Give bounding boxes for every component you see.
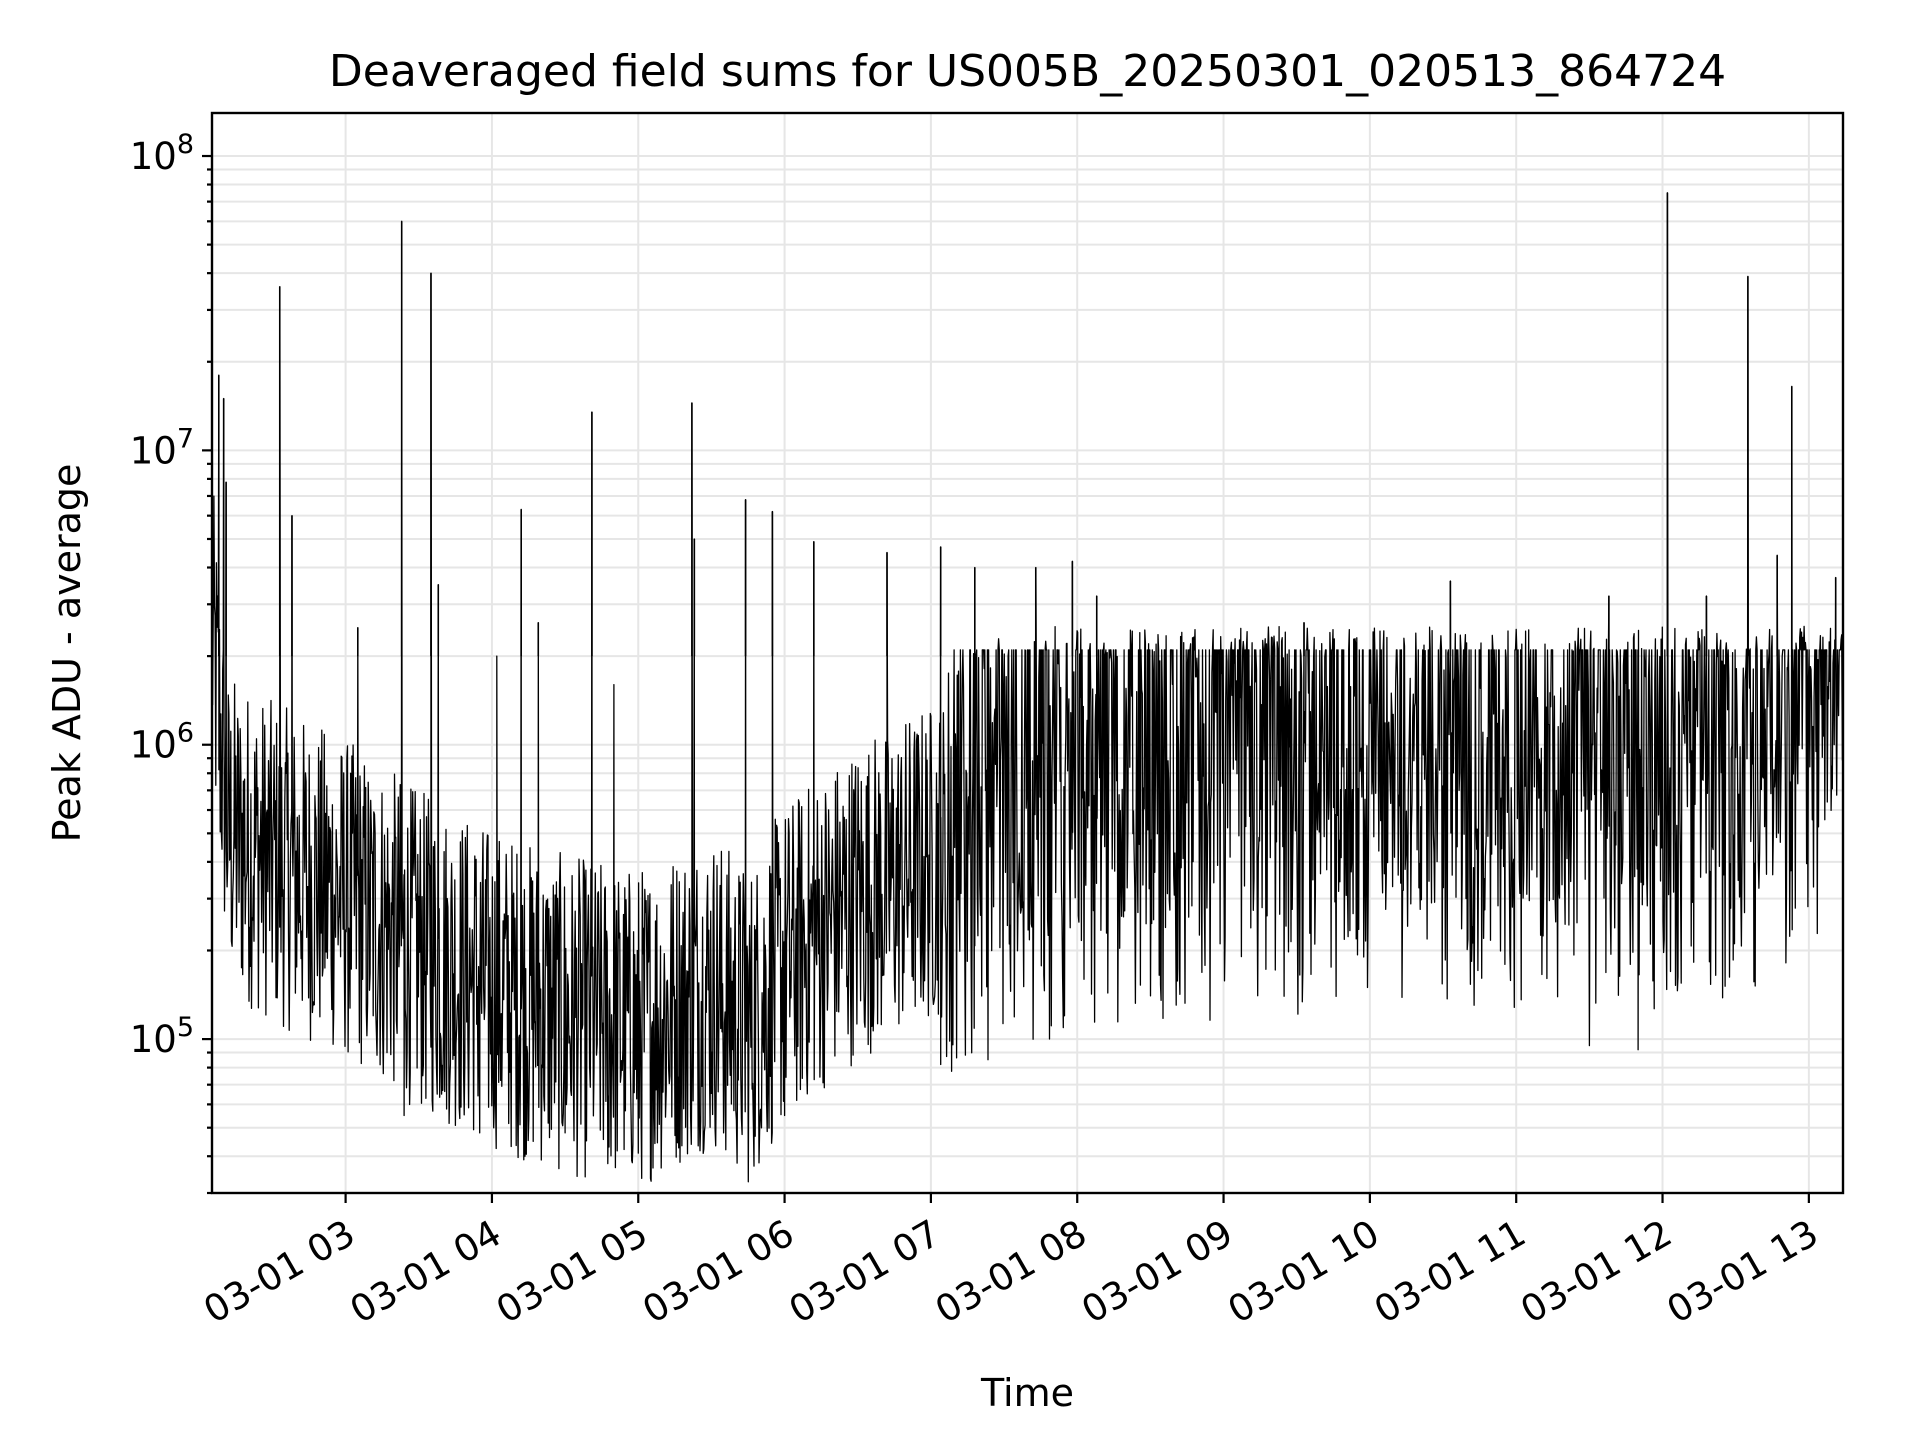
x-axis-label: Time [980,1371,1074,1415]
y-tick-label: 107 [130,423,194,472]
y-tick-label: 105 [130,1012,194,1061]
series-line [211,192,1844,1183]
y-tick-label: 106 [130,718,194,767]
y-axis-label: Peak ADU - average [45,464,89,843]
chart-title: Deaveraged field sums for US005B_2025030… [329,46,1726,97]
y-axis-ticks: 105 106 107 108 [130,129,212,1195]
axes-frame [210,111,1845,1195]
plot-area [211,192,1844,1183]
y-tick-label: 108 [130,129,194,178]
